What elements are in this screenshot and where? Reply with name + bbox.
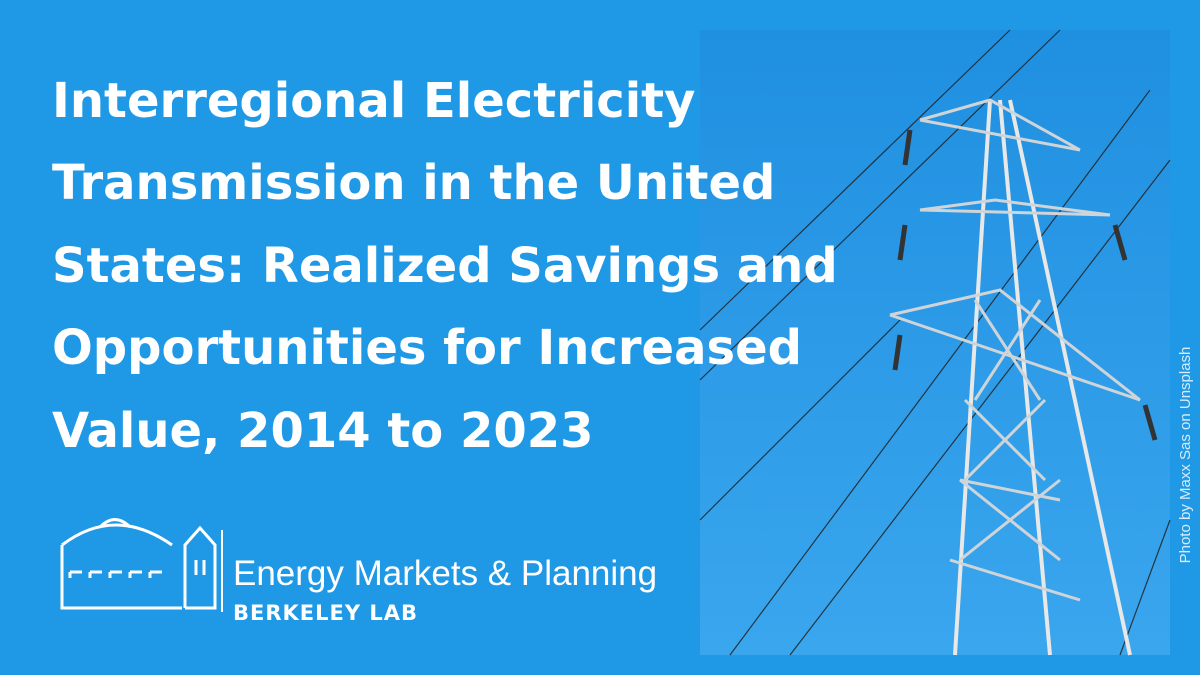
title-line: Interregional Electricity [52,73,695,129]
title-line: States: Realized Savings and [52,238,838,294]
logo-name: Energy Markets & Planning [233,554,657,593]
photo-credit: Photo by Maxx Sas on Unsplash [1177,347,1194,564]
title-line: Opportunities for Increased [52,320,802,376]
title-line: Value, 2014 to 2023 [52,403,594,459]
logo-icon [60,518,217,610]
logo: Energy Markets & Planning BERKELEY LAB [60,518,657,625]
logo-org: BERKELEY LAB [233,601,418,625]
photo [699,29,1171,656]
title-line: Transmission in the United [52,155,775,211]
title-block: Interregional Electricity Transmission i… [52,73,838,459]
